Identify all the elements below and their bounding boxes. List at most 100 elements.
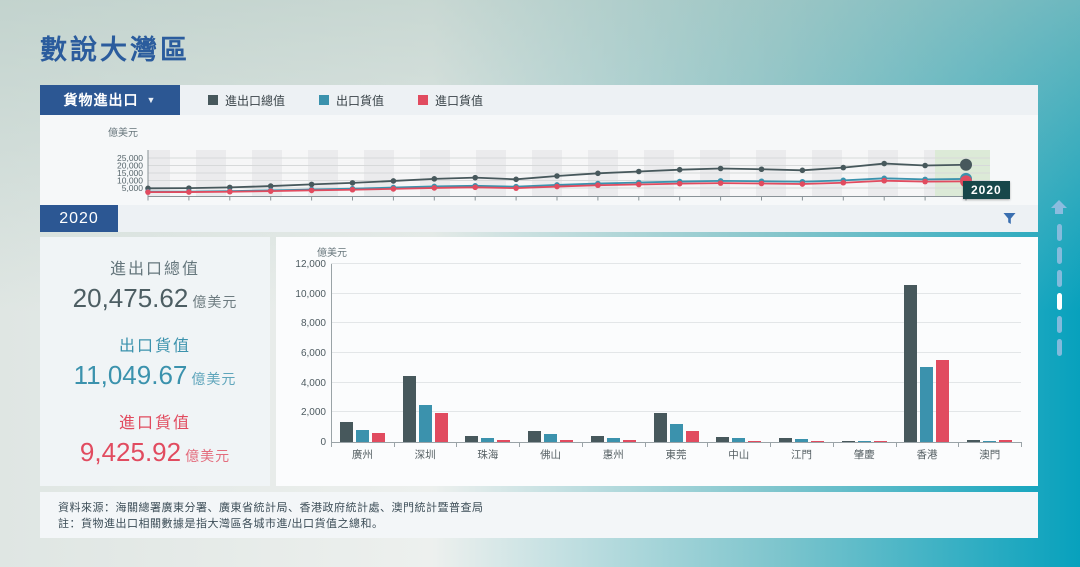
bar-澳門-進口貨值[interactable] bbox=[999, 440, 1013, 442]
x-tick bbox=[519, 442, 521, 447]
svg-text:5,000: 5,000 bbox=[122, 183, 144, 193]
bar-澳門-出口貨值[interactable] bbox=[983, 440, 997, 442]
x-tick-label-深圳: 深圳 bbox=[414, 449, 436, 461]
bar-東莞-出口貨值[interactable] bbox=[669, 424, 683, 442]
bar-深圳-出口貨值[interactable] bbox=[418, 405, 432, 442]
x-tick bbox=[1021, 442, 1022, 447]
bar-江門-進口貨值[interactable] bbox=[811, 440, 824, 442]
bar-group-中山 bbox=[707, 264, 770, 442]
bar-惠州-進口貨值[interactable] bbox=[622, 440, 636, 442]
bar-惠州-進出口總值[interactable] bbox=[590, 436, 604, 442]
bar-佛山-進口貨值[interactable] bbox=[560, 439, 574, 442]
bar-中山-進出口總值[interactable] bbox=[716, 436, 730, 442]
page-dot-6[interactable] bbox=[1056, 339, 1062, 356]
filter-button[interactable] bbox=[1003, 212, 1016, 225]
bar-chart-plot[interactable] bbox=[331, 264, 1021, 442]
x-tick-label-惠州: 惠州 bbox=[602, 449, 624, 461]
legend-label-total: 進出口總值 bbox=[225, 93, 286, 108]
bar-肇慶-進出口總值[interactable] bbox=[841, 440, 855, 442]
bar-肇慶-出口貨值[interactable] bbox=[857, 440, 871, 442]
x-tick-label-珠海: 珠海 bbox=[477, 449, 499, 461]
bar-中山-出口貨值[interactable] bbox=[732, 437, 746, 442]
stat-total-unit: 億美元 bbox=[192, 294, 238, 310]
page-title: 數說大灣區 bbox=[40, 35, 190, 65]
bar-group-廣州 bbox=[331, 264, 394, 442]
bar-group-東莞 bbox=[645, 264, 708, 442]
stat-export-value: 11,049.67 億美元 bbox=[73, 360, 237, 390]
legend-swatch-export bbox=[319, 95, 330, 105]
bar-中山-進口貨值[interactable] bbox=[748, 440, 762, 442]
x-tick-label-廣州: 廣州 bbox=[351, 449, 373, 461]
x-tick bbox=[331, 442, 332, 447]
bar-江門-進出口總值[interactable] bbox=[779, 438, 792, 442]
stat-export-unit: 億美元 bbox=[191, 371, 237, 387]
legend-item-total[interactable]: 進出口總值 bbox=[208, 92, 285, 109]
page-dot-3[interactable] bbox=[1056, 270, 1062, 287]
legend-item-export[interactable]: 出口貨值 bbox=[319, 92, 384, 109]
x-tick-label-東莞: 東莞 bbox=[665, 449, 687, 461]
footer: 資料來源：海關總署廣東分署、廣東省統計局、香港政府統計處、澳門統計暨普查局 註：… bbox=[40, 492, 1038, 538]
bar-澳門-進出口總值[interactable] bbox=[967, 440, 981, 442]
bar-group-江門 bbox=[770, 264, 833, 442]
bar-佛山-出口貨值[interactable] bbox=[544, 433, 558, 442]
stat-export-label: 出口貨值 bbox=[118, 338, 191, 355]
page-dot-1[interactable] bbox=[1056, 224, 1062, 241]
bar-chart-x-axis bbox=[331, 442, 1022, 443]
bar-珠海-出口貨值[interactable] bbox=[481, 438, 495, 442]
gridline bbox=[331, 381, 1021, 383]
bar-東莞-進口貨值[interactable] bbox=[685, 430, 699, 442]
stat-total-value: 20,475.62 億美元 bbox=[72, 283, 238, 313]
bar-group-珠海 bbox=[456, 264, 519, 442]
gridline bbox=[331, 292, 1021, 294]
bar-珠海-進出口總值[interactable] bbox=[465, 436, 479, 442]
bar-東莞-進出口總值[interactable] bbox=[653, 413, 667, 442]
bar-廣州-進口貨值[interactable] bbox=[371, 433, 385, 442]
x-tick-label-澳門: 澳門 bbox=[979, 449, 1001, 461]
legend-item-import[interactable]: 進口貨值 bbox=[418, 92, 483, 109]
bar-深圳-進口貨值[interactable] bbox=[434, 412, 448, 442]
bar-珠海-進口貨值[interactable] bbox=[497, 439, 511, 442]
stat-export: 出口貨值 11,049.67 億美元 bbox=[74, 332, 237, 391]
year-selector: 2020 bbox=[40, 205, 118, 232]
footer-note: 註：貨物進出口相關數據是指大灣區各城市進/出口貨值之總和。 bbox=[58, 518, 384, 530]
x-tick-label-江門: 江門 bbox=[791, 449, 812, 461]
page-dot-4-active[interactable] bbox=[1056, 293, 1062, 310]
bar-香港-進口貨值[interactable] bbox=[936, 360, 950, 442]
page-dot-2[interactable] bbox=[1056, 247, 1062, 264]
page-dot-5[interactable] bbox=[1056, 316, 1062, 333]
timeline-chart[interactable]: 億美元 5,000 10,000 15,000 20,000 25,000 2020 bbox=[40, 115, 1038, 205]
bar-惠州-出口貨值[interactable] bbox=[606, 438, 620, 442]
x-tick bbox=[456, 442, 458, 447]
bar-香港-出口貨值[interactable] bbox=[920, 366, 934, 442]
y-tick-label: 4,000 bbox=[300, 377, 326, 389]
y-tick-label: 12,000 bbox=[295, 259, 326, 270]
bar-肇慶-進口貨值[interactable] bbox=[873, 440, 887, 442]
bar-佛山-進出口總值[interactable] bbox=[528, 431, 542, 442]
bar-廣州-進出口總值[interactable] bbox=[339, 421, 353, 442]
bar-廣州-出口貨值[interactable] bbox=[355, 430, 369, 442]
bar-江門-出口貨值[interactable] bbox=[795, 439, 808, 442]
legend-label-export: 出口貨值 bbox=[336, 93, 385, 108]
bar-group-深圳 bbox=[394, 264, 457, 442]
x-tick-label-中山: 中山 bbox=[728, 449, 750, 461]
scroll-up-arrow-icon[interactable] bbox=[1051, 200, 1067, 214]
bar-group-香港 bbox=[896, 264, 959, 442]
stats-panel: 進出口總值 20,475.62 億美元 出口貨值 11,049.67 億美元 進口貨… bbox=[40, 237, 270, 486]
svg-text:20,000: 20,000 bbox=[117, 161, 143, 171]
x-tick bbox=[393, 442, 395, 447]
dataset-dropdown[interactable]: 貨物進出口 ▼ bbox=[40, 85, 180, 115]
bar-chart-unit-label: 億美元 bbox=[317, 248, 347, 259]
x-tick-label-佛山: 佛山 bbox=[540, 449, 562, 461]
stat-import: 進口貨值 9,425.92 億美元 bbox=[80, 409, 230, 468]
bar-香港-進出口總值[interactable] bbox=[904, 285, 918, 442]
bar-深圳-進出口總值[interactable] bbox=[402, 376, 416, 442]
funnel-icon bbox=[1003, 213, 1016, 224]
x-tick bbox=[581, 442, 583, 447]
bar-group-澳門 bbox=[958, 264, 1021, 442]
gridline bbox=[331, 263, 1021, 264]
y-tick-label: 0 bbox=[320, 437, 326, 448]
legend-label-import: 進口貨值 bbox=[435, 93, 484, 108]
stat-import-value: 9,425.92 億美元 bbox=[79, 437, 231, 467]
y-tick-label: 10,000 bbox=[295, 288, 326, 300]
